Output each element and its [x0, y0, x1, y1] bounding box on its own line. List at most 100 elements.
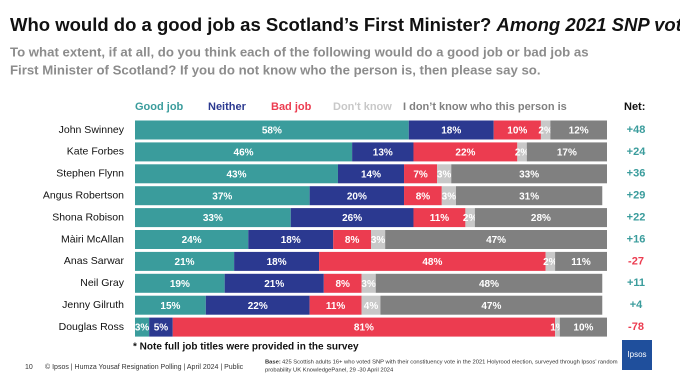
- value-label: 17%: [557, 148, 577, 159]
- legend-label: Neither: [208, 101, 247, 113]
- value-label: 3%: [135, 323, 150, 334]
- value-label: 21%: [175, 257, 195, 268]
- net-value: +36: [627, 168, 646, 180]
- bar-segment: [371, 230, 386, 249]
- bar-segment: [437, 164, 452, 184]
- value-label: 2%: [463, 213, 478, 224]
- bar-segment: [224, 273, 324, 293]
- legend-label: Good job: [135, 101, 184, 113]
- value-label: 8%: [335, 279, 350, 290]
- net-value: -27: [628, 255, 644, 267]
- value-label: 2%: [538, 126, 553, 137]
- bar-segment: [441, 186, 456, 206]
- value-label: 46%: [234, 148, 254, 159]
- value-label: 28%: [531, 213, 551, 224]
- bar-segment: [375, 273, 603, 293]
- bar-segment: [545, 251, 556, 271]
- value-label: 11%: [571, 257, 591, 268]
- value-label: 26%: [342, 213, 362, 224]
- net-value: +24: [627, 146, 647, 158]
- bar-segment: [135, 317, 150, 337]
- value-label: 48%: [479, 279, 499, 290]
- value-label: 2%: [543, 257, 558, 268]
- value-label: 13%: [373, 148, 393, 159]
- value-label: 4%: [364, 301, 379, 312]
- bar-segment: [333, 230, 371, 249]
- value-label: 10%: [573, 323, 593, 334]
- bar-segment: [550, 120, 607, 140]
- bar-segment: [205, 295, 310, 315]
- bar-segment: [493, 120, 541, 140]
- value-label: 37%: [212, 191, 232, 202]
- legend-label: Don't know: [333, 101, 392, 113]
- bar-segment: [248, 230, 334, 249]
- value-label: 43%: [226, 169, 246, 180]
- bar-segment: [135, 230, 249, 249]
- bar-segment: [380, 295, 603, 315]
- bar-segment: [361, 295, 381, 315]
- value-label: 22%: [455, 148, 475, 159]
- net-value: +29: [627, 190, 646, 202]
- bar-segment: [149, 317, 173, 337]
- value-label: 47%: [481, 301, 501, 312]
- value-label: 7%: [413, 169, 428, 180]
- category-label: Douglas Ross: [59, 321, 124, 333]
- value-label: 48%: [422, 257, 442, 268]
- bar-segment: [465, 208, 475, 228]
- value-label: 18%: [281, 235, 301, 246]
- bar-segment: [540, 120, 551, 140]
- bar-segment: [404, 186, 442, 206]
- value-label: 12%: [569, 126, 589, 137]
- category-label: Angus Robertson: [43, 189, 124, 201]
- subtitle: First Minister of Scotland? If you do no…: [10, 62, 541, 77]
- value-label: 10%: [507, 126, 527, 137]
- value-label: 1%: [550, 323, 565, 334]
- value-label: 2%: [515, 148, 530, 159]
- net-value: +11: [627, 277, 645, 289]
- bar-segment: [385, 230, 607, 249]
- value-label: 3%: [442, 191, 457, 202]
- bar-segment: [135, 142, 353, 162]
- net-header: Net:: [624, 101, 645, 113]
- note: * Note full job titles were provided in …: [133, 342, 359, 353]
- page-number: 10: [25, 364, 33, 371]
- category-label: Stephen Flynn: [56, 168, 124, 180]
- bar-segment: [234, 251, 320, 271]
- value-label: 11%: [430, 213, 450, 224]
- value-label: 15%: [160, 301, 180, 312]
- category-label: Anas Sarwar: [64, 255, 125, 267]
- value-label: 18%: [267, 257, 287, 268]
- value-label: 33%: [203, 213, 223, 224]
- bar-segment: [309, 186, 405, 206]
- bar-segment: [559, 317, 607, 337]
- value-label: 3%: [361, 279, 376, 290]
- bar-segment: [404, 164, 438, 184]
- bar-segment: [323, 273, 362, 293]
- bar-segment: [135, 251, 235, 271]
- category-label: Neil Gray: [80, 277, 125, 289]
- legend-label: Bad job: [271, 101, 312, 113]
- base-label: Base:: [265, 360, 281, 366]
- net-value: +16: [627, 233, 646, 245]
- value-label: 11%: [326, 301, 346, 312]
- bar-segment: [451, 164, 607, 184]
- bar-segment: [135, 208, 291, 228]
- value-label: 19%: [170, 279, 190, 290]
- category-label: John Swinney: [59, 124, 125, 136]
- subtitle: To what extent, if at all, do you think …: [10, 44, 589, 59]
- bar-segment: [361, 273, 376, 293]
- value-label: 5%: [154, 323, 169, 334]
- bar-segment: [135, 120, 409, 140]
- legend-label: I don’t know who this person is: [403, 101, 567, 113]
- value-label: 3%: [371, 235, 386, 246]
- bar-segment: [309, 295, 362, 315]
- value-label: 8%: [416, 191, 431, 202]
- bar-segment: [135, 295, 206, 315]
- bar-segment: [172, 317, 556, 337]
- bar-segment: [135, 273, 225, 293]
- net-value: -78: [628, 321, 644, 333]
- bar-segment: [413, 142, 518, 162]
- chart-title: Who would do a good job as Scotland’s Fi…: [10, 14, 680, 35]
- bar-segment: [135, 164, 338, 184]
